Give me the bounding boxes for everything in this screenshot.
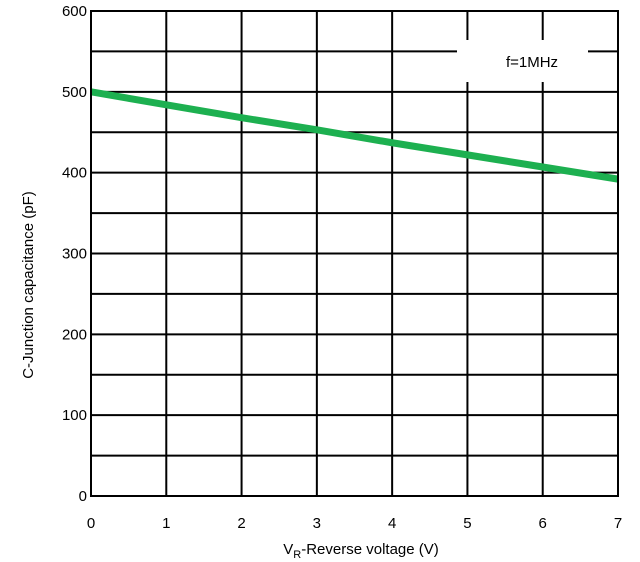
y-tick-label: 100 (62, 407, 87, 424)
x-tick-label: 7 (614, 515, 622, 532)
x-axis-title-main: V (283, 541, 293, 558)
x-tick-label: 4 (388, 515, 396, 532)
annotation-box-background (457, 40, 588, 82)
x-axis-title: VR-Reverse voltage (V) (283, 541, 439, 561)
y-tick-label: 400 (62, 165, 87, 182)
series-line (90, 88, 619, 183)
x-tick-label: 1 (162, 515, 170, 532)
x-tick-label: 5 (463, 515, 471, 532)
y-tick-label: 300 (62, 246, 87, 263)
x-tick-label: 6 (539, 515, 547, 532)
y-axis-title: C-Junction capacitance (pF) (20, 191, 37, 379)
x-tick-label: 3 (313, 515, 321, 532)
x-tick-labels: 0 1 2 3 4 5 6 7 (87, 515, 622, 532)
x-tick-label: 2 (237, 515, 245, 532)
y-tick-label: 200 (62, 326, 87, 343)
x-axis-title-rest: -Reverse voltage (V) (301, 541, 439, 558)
x-axis-title-subscript: R (293, 549, 301, 561)
y-tick-labels: 0 100 200 300 400 500 600 (62, 3, 87, 505)
series-layer (90, 88, 619, 183)
grid (90, 10, 619, 497)
y-tick-label: 500 (62, 84, 87, 101)
x-tick-label: 0 (87, 515, 95, 532)
y-tick-label: 600 (62, 3, 87, 20)
y-tick-label: 0 (79, 488, 87, 505)
annotation-box: f=1MHz (457, 40, 588, 82)
annotation-label: f=1MHz (506, 54, 558, 71)
plot-frame (90, 10, 619, 497)
